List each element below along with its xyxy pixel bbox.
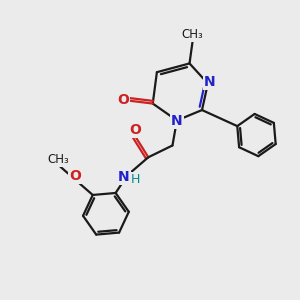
Text: CH₃: CH₃ (47, 153, 69, 166)
Text: O: O (117, 93, 129, 107)
Text: N: N (204, 75, 215, 89)
Text: O: O (130, 123, 142, 136)
Text: CH₃: CH₃ (182, 28, 203, 41)
Text: N: N (171, 114, 183, 128)
Text: O: O (69, 169, 81, 182)
Text: N: N (118, 170, 129, 184)
Text: H: H (131, 172, 140, 185)
